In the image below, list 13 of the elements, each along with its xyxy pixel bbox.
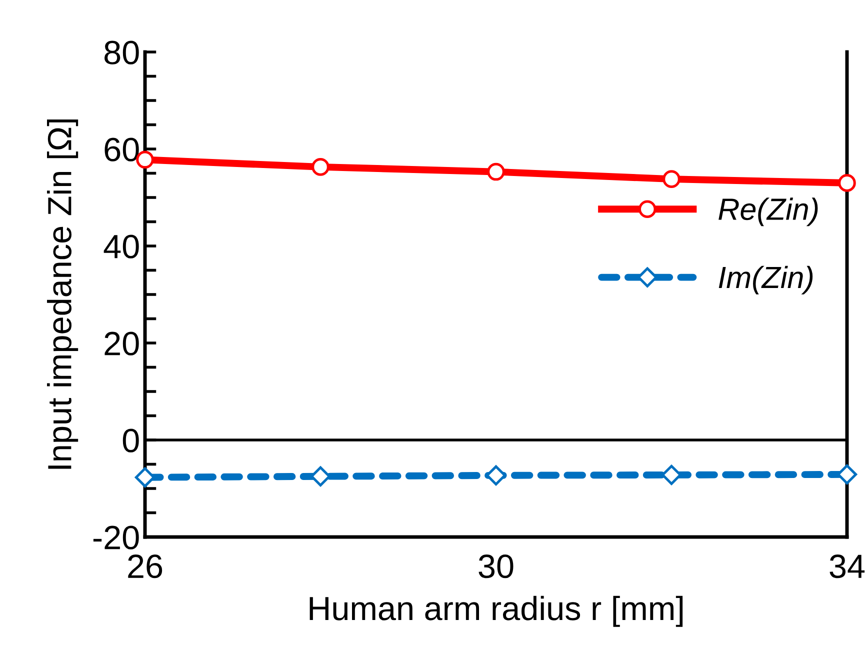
y-tick-label: 40 bbox=[104, 234, 139, 258]
y-tick-label: 0 bbox=[122, 428, 139, 452]
x-tick-label: 30 bbox=[478, 554, 514, 578]
legend-label: Im(Zin) bbox=[718, 266, 813, 294]
x-tick-label: 34 bbox=[830, 554, 865, 578]
x-tick-label: 26 bbox=[128, 554, 162, 578]
x-axis-title: Human arm radius r [mm] bbox=[310, 596, 683, 627]
legend-label: Re(Zin) bbox=[718, 198, 818, 226]
y-tick-label: -20 bbox=[93, 526, 139, 550]
y-tick-label: 60 bbox=[104, 138, 139, 162]
y-tick-label: 80 bbox=[104, 40, 139, 64]
y-axis-title: Input impedance Zin [Ω] bbox=[47, 119, 78, 469]
y-tick-label: 20 bbox=[104, 332, 139, 356]
